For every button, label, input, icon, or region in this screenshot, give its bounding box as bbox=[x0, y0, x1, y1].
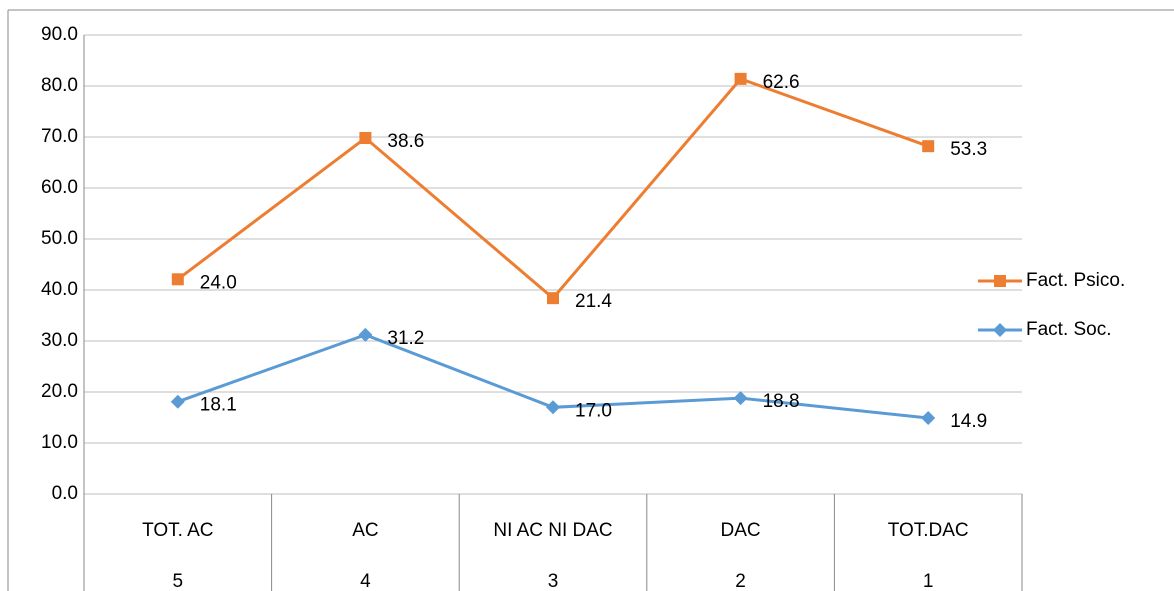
y-tick-label: 40.0 bbox=[41, 279, 78, 300]
data-point bbox=[358, 327, 373, 342]
y-tick-label: 30.0 bbox=[41, 330, 78, 351]
y-tick-label: 60.0 bbox=[41, 177, 78, 198]
y-tick-label: 20.0 bbox=[41, 381, 78, 402]
legend-label: Fact. Soc. bbox=[1026, 319, 1112, 340]
data-point bbox=[546, 400, 560, 415]
y-tick-label: 90.0 bbox=[41, 24, 78, 45]
y-tick-label: 80.0 bbox=[41, 75, 78, 96]
legend-marker bbox=[994, 275, 1006, 287]
x-tick-label: AC bbox=[352, 520, 378, 541]
y-tick-label: 70.0 bbox=[41, 126, 78, 147]
x-tick-label: NI AC NI DAC bbox=[493, 520, 612, 541]
data-label: 53.3 bbox=[950, 139, 987, 160]
data-point bbox=[922, 140, 935, 153]
data-point bbox=[170, 394, 185, 409]
x-tick-label: TOT.DAC bbox=[888, 520, 969, 541]
data-point bbox=[359, 132, 372, 145]
y-tick-label: 0.0 bbox=[52, 483, 78, 504]
x-tick-code: 3 bbox=[548, 571, 559, 591]
y-tick-label: 50.0 bbox=[41, 228, 78, 249]
x-tick-code: 5 bbox=[173, 571, 184, 591]
x-tick-code: 1 bbox=[923, 571, 934, 591]
x-tick-code: 4 bbox=[360, 571, 371, 591]
data-point bbox=[547, 292, 559, 305]
data-label: 62.6 bbox=[763, 72, 800, 93]
data-point bbox=[921, 411, 936, 426]
x-tick-label: TOT. AC bbox=[142, 520, 213, 541]
data-label: 24.0 bbox=[200, 272, 237, 293]
series-line bbox=[176, 77, 929, 301]
legend-label: Fact. Psico. bbox=[1026, 270, 1125, 291]
data-label: 31.2 bbox=[387, 328, 424, 349]
data-point bbox=[734, 72, 747, 85]
y-tick-label: 10.0 bbox=[41, 432, 78, 453]
data-point bbox=[733, 391, 748, 406]
data-point bbox=[171, 273, 184, 286]
x-tick-label: DAC bbox=[721, 520, 761, 541]
data-label: 18.1 bbox=[200, 395, 237, 416]
data-label: 38.6 bbox=[387, 131, 424, 152]
data-label: 17.0 bbox=[575, 400, 612, 421]
data-label: 18.8 bbox=[763, 391, 800, 412]
legend-marker bbox=[993, 323, 1007, 337]
data-label: 14.9 bbox=[950, 411, 987, 432]
data-label: 21.4 bbox=[575, 291, 612, 312]
x-tick-code: 2 bbox=[735, 571, 746, 591]
